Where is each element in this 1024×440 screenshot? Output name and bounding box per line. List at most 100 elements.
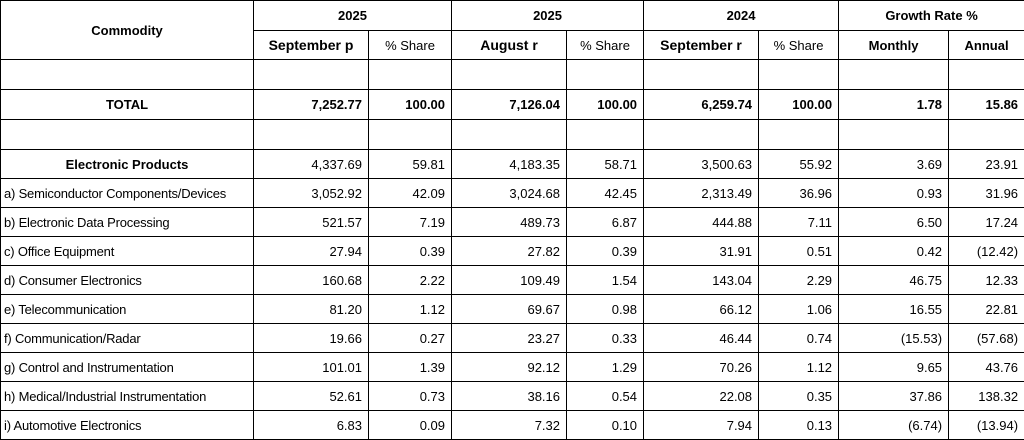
value-cell: 37.86: [839, 382, 949, 411]
subheader-september-r: September r: [644, 31, 759, 60]
subheader-monthly: Monthly: [839, 31, 949, 60]
value-cell: 23.91: [949, 150, 1024, 179]
total-label: TOTAL: [1, 90, 254, 120]
value-cell: 55.92: [759, 150, 839, 179]
commodity-label: c) Office Equipment: [1, 237, 254, 266]
value-cell: 0.98: [567, 295, 644, 324]
value-cell: 22.08: [644, 382, 759, 411]
value-cell: 143.04: [644, 266, 759, 295]
empty-cell: [369, 120, 452, 150]
empty-cell: [759, 120, 839, 150]
value-cell: 7.11: [759, 208, 839, 237]
value-cell: 23.27: [452, 324, 567, 353]
value-cell: 160.68: [254, 266, 369, 295]
value-cell: (6.74): [839, 411, 949, 440]
total-row: TOTAL 7,252.77 100.00 7,126.04 100.00 6,…: [1, 90, 1024, 120]
value-cell: 3.69: [839, 150, 949, 179]
value-cell: 6.83: [254, 411, 369, 440]
value-cell: 46.44: [644, 324, 759, 353]
group-header-growth: Growth Rate %: [839, 1, 1024, 31]
value-cell: 1.54: [567, 266, 644, 295]
value-cell: 58.71: [567, 150, 644, 179]
value-cell: 7.32: [452, 411, 567, 440]
value-cell: 4,183.35: [452, 150, 567, 179]
value-cell: 70.26: [644, 353, 759, 382]
value-cell: 42.09: [369, 179, 452, 208]
empty-cell: [644, 120, 759, 150]
value-cell: 3,024.68: [452, 179, 567, 208]
empty-cell: [1, 60, 254, 90]
commodity-label: e) Telecommunication: [1, 295, 254, 324]
value-cell: 0.54: [567, 382, 644, 411]
total-value: 100.00: [369, 90, 452, 120]
value-cell: 43.76: [949, 353, 1024, 382]
value-cell: 7.94: [644, 411, 759, 440]
value-cell: 2.29: [759, 266, 839, 295]
value-cell: 42.45: [567, 179, 644, 208]
value-cell: 0.73: [369, 382, 452, 411]
value-cell: 22.81: [949, 295, 1024, 324]
commodity-label: h) Medical/Industrial Instrumentation: [1, 382, 254, 411]
value-cell: (15.53): [839, 324, 949, 353]
subheader-september-p: September p: [254, 31, 369, 60]
value-cell: 0.27: [369, 324, 452, 353]
group-header-aug-2025: 2025: [452, 1, 644, 31]
subheader-annual: Annual: [949, 31, 1024, 60]
value-cell: 19.66: [254, 324, 369, 353]
value-cell: 9.65: [839, 353, 949, 382]
value-cell: 0.13: [759, 411, 839, 440]
value-cell: (57.68): [949, 324, 1024, 353]
empty-cell: [567, 120, 644, 150]
empty-cell: [839, 60, 949, 90]
subheader-share: % Share: [369, 31, 452, 60]
value-cell: 7.19: [369, 208, 452, 237]
value-cell: 3,052.92: [254, 179, 369, 208]
value-cell: 17.24: [949, 208, 1024, 237]
spacer-row: [1, 60, 1024, 90]
value-cell: 0.33: [567, 324, 644, 353]
value-cell: 0.10: [567, 411, 644, 440]
value-cell: 6.87: [567, 208, 644, 237]
value-cell: 46.75: [839, 266, 949, 295]
value-cell: 0.35: [759, 382, 839, 411]
empty-cell: [567, 60, 644, 90]
value-cell: 12.33: [949, 266, 1024, 295]
value-cell: 27.82: [452, 237, 567, 266]
total-value: 6,259.74: [644, 90, 759, 120]
commodity-label: f) Communication/Radar: [1, 324, 254, 353]
group-header-sep-2025: 2025: [254, 1, 452, 31]
value-cell: 0.09: [369, 411, 452, 440]
value-cell: 92.12: [452, 353, 567, 382]
empty-cell: [759, 60, 839, 90]
value-cell: 3,500.63: [644, 150, 759, 179]
value-cell: 1.39: [369, 353, 452, 382]
commodity-label: g) Control and Instrumentation: [1, 353, 254, 382]
value-cell: 101.01: [254, 353, 369, 382]
value-cell: 59.81: [369, 150, 452, 179]
total-value: 7,126.04: [452, 90, 567, 120]
value-cell: 27.94: [254, 237, 369, 266]
empty-cell: [949, 60, 1024, 90]
total-value: 1.78: [839, 90, 949, 120]
subheader-share: % Share: [567, 31, 644, 60]
commodity-label: b) Electronic Data Processing: [1, 208, 254, 237]
value-cell: 31.91: [644, 237, 759, 266]
header-row-groups: Commodity 2025 2025 2024 Growth Rate %: [1, 1, 1024, 31]
subheader-august-r: August r: [452, 31, 567, 60]
value-cell: 52.61: [254, 382, 369, 411]
empty-cell: [254, 120, 369, 150]
total-value: 7,252.77: [254, 90, 369, 120]
value-cell: 1.12: [759, 353, 839, 382]
value-cell: 0.39: [369, 237, 452, 266]
value-cell: 38.16: [452, 382, 567, 411]
subheader-share: % Share: [759, 31, 839, 60]
empty-cell: [1, 120, 254, 150]
value-cell: 1.06: [759, 295, 839, 324]
